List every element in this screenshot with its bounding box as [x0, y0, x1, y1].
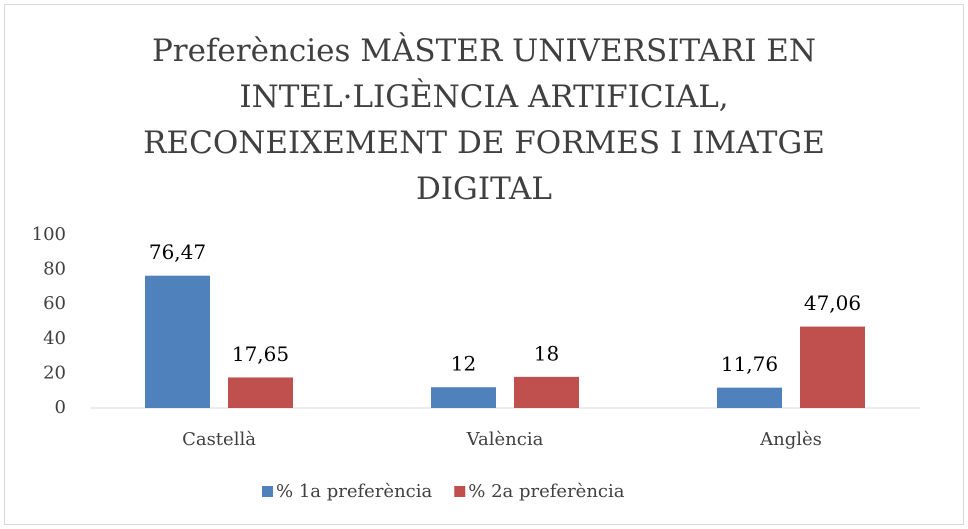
chart-title: Preferències MÀSTER UNIVERSITARI EN INTE… [143, 33, 825, 207]
value-label: 12 [451, 352, 476, 376]
value-label: 11,76 [721, 352, 778, 376]
value-label: 18 [534, 341, 559, 365]
value-label: 76,47 [149, 240, 206, 264]
x-tick-label: Anglès [759, 429, 822, 450]
chart-border [4, 4, 964, 525]
bar [431, 387, 496, 408]
y-tick-label: 80 [43, 259, 66, 280]
legend-label: % 2a preferència [468, 481, 625, 502]
y-tick-label: 20 [43, 362, 66, 383]
x-tick-label: Castellà [182, 429, 256, 450]
legend-label: % 1a preferència [276, 481, 433, 502]
legend-swatch [454, 486, 466, 497]
bar [717, 387, 782, 408]
bar [514, 376, 579, 408]
bar [800, 326, 865, 408]
y-tick-label: 100 [32, 224, 66, 245]
legend-swatch [262, 486, 273, 497]
bar [145, 275, 210, 408]
y-tick-label: 40 [43, 328, 66, 349]
value-label: 17,65 [232, 342, 289, 366]
x-tick-label: València [466, 429, 544, 450]
y-tick-label: 60 [43, 293, 66, 314]
y-tick-label: 0 [55, 397, 66, 418]
bar [228, 377, 293, 408]
value-label: 47,06 [804, 291, 861, 315]
